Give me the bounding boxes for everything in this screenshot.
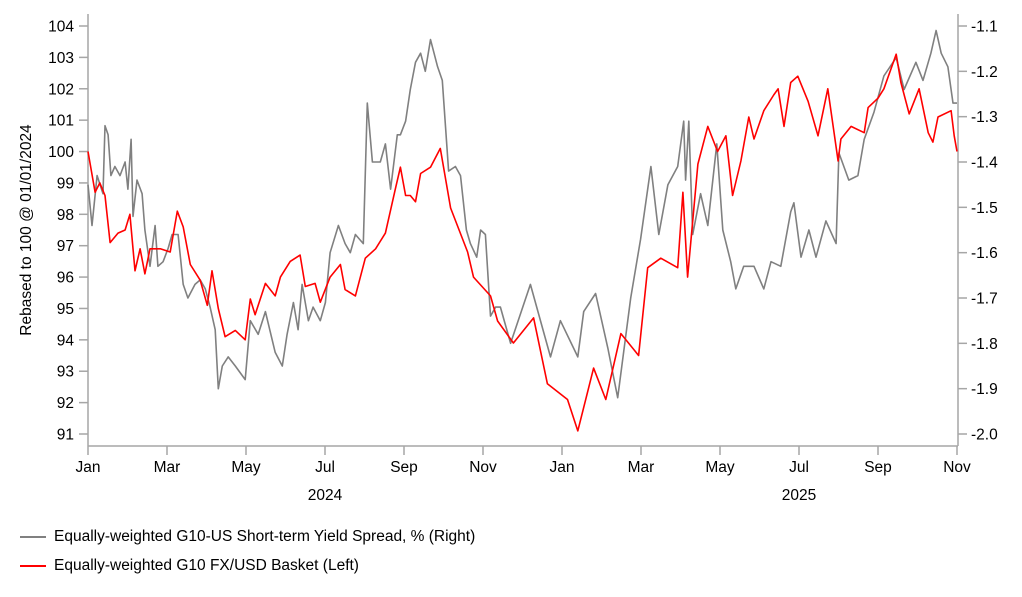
x-tick-label: Jan — [76, 459, 101, 476]
left-tick-label: 104 — [48, 19, 74, 36]
left-tick-label: 93 — [57, 364, 74, 381]
x-tick-label: Jul — [789, 459, 809, 476]
right-tick-label: -1.3 — [971, 109, 998, 126]
left-tick-label: 95 — [57, 301, 74, 318]
legend-item-yield-spread: Equally-weighted G10-US Short-term Yield… — [20, 522, 475, 551]
x-tick-label: Sep — [390, 459, 418, 476]
series-line-fx-basket — [87, 53, 958, 432]
left-tick-label: 92 — [57, 395, 74, 412]
x-tick-label: Mar — [154, 459, 181, 476]
x-tick-label: Mar — [628, 459, 655, 476]
x-tick-label: May — [705, 459, 735, 476]
left-tick-label: 98 — [57, 207, 74, 224]
left-tick-label: 97 — [57, 238, 74, 255]
right-tick-label: -1.9 — [971, 381, 998, 398]
legend-swatch-red — [20, 564, 46, 567]
series-group — [87, 29, 958, 432]
year-label: 2025 — [782, 487, 816, 504]
right-tick-label: -1.6 — [971, 245, 998, 262]
axes: 91 92 93 94 95 96 97 98 99 100 101 102 103 104 -2.0 -1.… — [48, 14, 998, 504]
right-tick-label: -1.2 — [971, 64, 998, 81]
series-line-yield-spread — [87, 29, 957, 399]
legend-label-fx-basket: Equally-weighted G10 FX/USD Basket (Left… — [54, 556, 359, 574]
x-tick-label: Nov — [469, 459, 497, 476]
left-axis-title: Rebased to 100 @ 01/01/2024 — [18, 124, 35, 336]
left-tick-label: 96 — [57, 270, 74, 287]
x-tick-label: Nov — [943, 459, 971, 476]
left-tick-label: 99 — [57, 175, 74, 192]
right-tick-label: -1.7 — [971, 291, 998, 308]
right-tick-label: -1.5 — [971, 200, 998, 217]
x-tick-label: Jul — [315, 459, 335, 476]
right-tick-label: -1.1 — [971, 19, 998, 36]
legend: Equally-weighted G10-US Short-term Yield… — [20, 522, 475, 580]
right-tick-label: -2.0 — [971, 427, 998, 444]
left-tick-label: 101 — [48, 113, 74, 130]
legend-item-fx-basket: Equally-weighted G10 FX/USD Basket (Left… — [20, 551, 475, 580]
legend-swatch-gray — [20, 535, 46, 538]
x-tick-label: May — [231, 459, 261, 476]
left-tick-label: 91 — [57, 427, 74, 444]
left-tick-label: 103 — [48, 50, 74, 67]
left-tick-label: 102 — [48, 81, 74, 98]
x-tick-label: Sep — [864, 459, 892, 476]
left-tick-label: 100 — [48, 144, 74, 161]
year-label: 2024 — [308, 487, 343, 504]
right-tick-label: -1.8 — [971, 336, 998, 353]
right-tick-label: -1.4 — [971, 155, 998, 172]
x-tick-label: Jan — [550, 459, 575, 476]
legend-label-yield-spread: Equally-weighted G10-US Short-term Yield… — [54, 527, 476, 545]
left-tick-label: 94 — [57, 332, 75, 349]
